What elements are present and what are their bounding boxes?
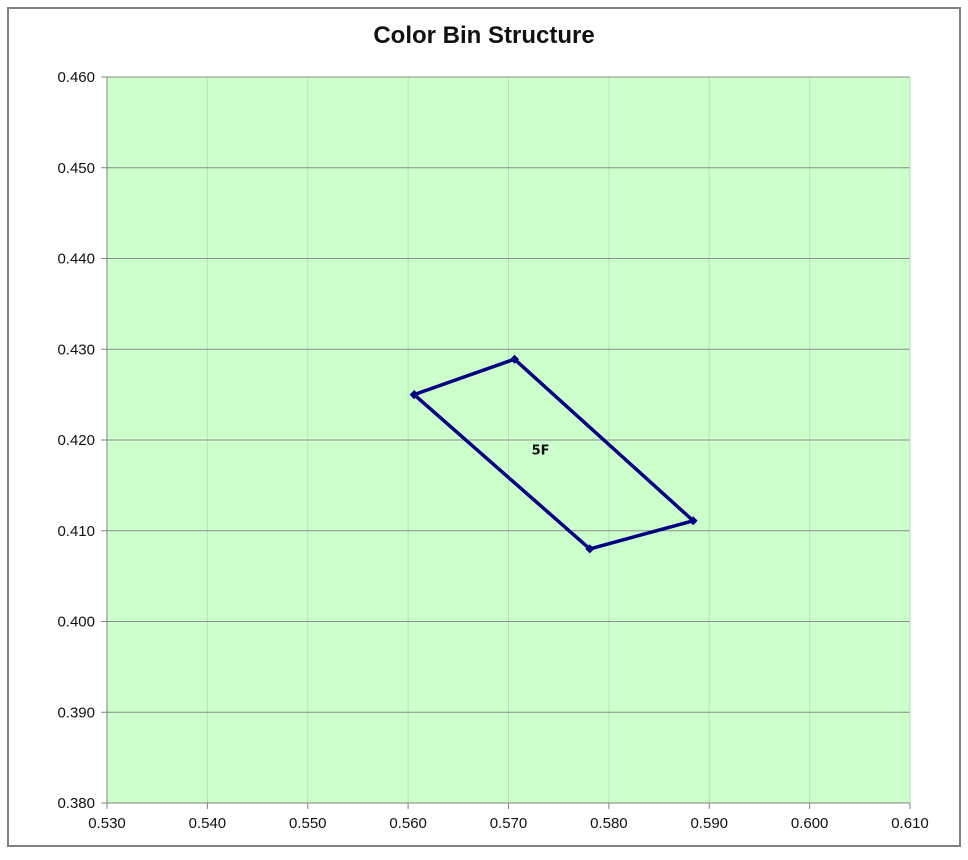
y-tick-label: 0.420 <box>57 432 95 449</box>
x-tick-label: 0.540 <box>189 815 227 832</box>
y-tick-label: 0.380 <box>57 795 95 812</box>
x-tick-label: 0.560 <box>389 815 427 832</box>
data-point-marker <box>585 544 595 554</box>
chart-title: Color Bin Structure <box>373 22 595 49</box>
y-tick-label: 0.400 <box>57 614 95 631</box>
data-point-marker <box>688 516 698 526</box>
x-tick-label: 0.580 <box>590 815 628 832</box>
data-point-marker <box>510 354 520 364</box>
y-tick-label: 0.430 <box>57 341 95 358</box>
x-tick-label: 0.600 <box>791 815 829 832</box>
y-tick-label: 0.450 <box>57 160 95 177</box>
y-tick-label: 0.390 <box>57 704 95 721</box>
y-tick-label: 0.460 <box>57 69 95 86</box>
x-tick-label: 0.570 <box>490 815 528 832</box>
x-tick-label: 0.530 <box>88 815 126 832</box>
x-tick-label: 0.550 <box>289 815 327 832</box>
x-tick-label: 0.610 <box>891 815 929 832</box>
bin-label: 5F <box>532 444 550 459</box>
x-tick-label: 0.590 <box>690 815 728 832</box>
y-tick-label: 0.410 <box>57 523 95 540</box>
y-tick-label: 0.440 <box>57 251 95 268</box>
data-point-marker <box>409 390 419 400</box>
